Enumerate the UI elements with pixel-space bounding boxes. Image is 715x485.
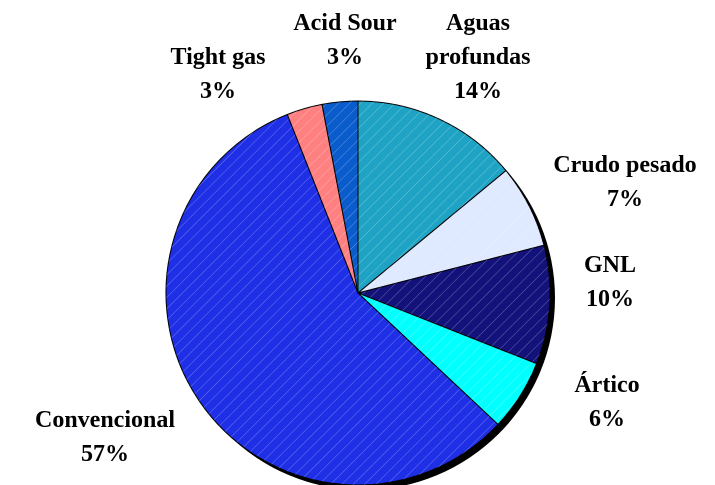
category-label: Ártico [574, 372, 640, 398]
value-label: 14% [454, 78, 502, 104]
slice-label: Acid Sour 3% [275, 6, 415, 74]
category-label: Aguas profundas [425, 10, 531, 70]
slice-hatch [358, 101, 506, 293]
category-label: Acid Sour [293, 10, 397, 36]
category-label: GNL [583, 252, 636, 278]
value-label: 6% [589, 406, 625, 432]
slice-label: Ártico 6% [557, 368, 657, 436]
value-label: 10% [586, 286, 634, 312]
slice-label: Convencional 57% [5, 403, 205, 471]
value-label: 7% [607, 186, 643, 212]
slice-hatch [287, 104, 358, 293]
slice-label: GNL 10% [560, 248, 660, 316]
slice-label: Tight gas 3% [158, 40, 278, 108]
value-label: 57% [81, 441, 129, 467]
category-label: Crudo pesado [553, 152, 697, 178]
slice-hatch [322, 101, 358, 293]
slice-hatch [358, 245, 550, 364]
value-label: 3% [200, 78, 236, 104]
slice-label: Crudo pesado 7% [525, 148, 715, 216]
slice-hatch [166, 114, 498, 485]
slice-hatch [358, 293, 537, 425]
value-label: 3% [327, 44, 363, 70]
category-label: Tight gas [170, 44, 266, 70]
slice-label: Aguas profundas 14% [421, 6, 536, 108]
slice-hatch [358, 170, 544, 293]
category-label: Convencional [34, 407, 175, 433]
